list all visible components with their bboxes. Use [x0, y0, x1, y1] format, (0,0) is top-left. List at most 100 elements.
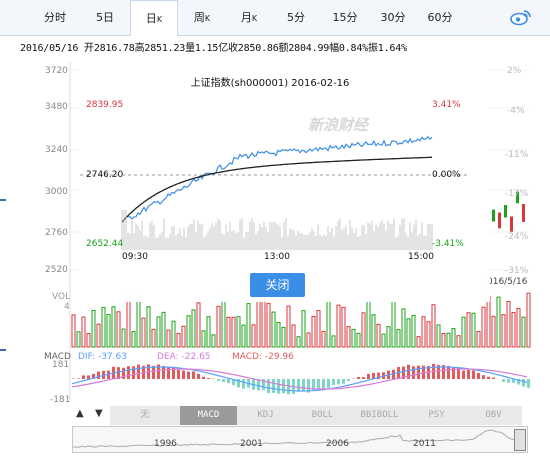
- volume-bar: [376, 323, 381, 348]
- volume-bar: [461, 316, 466, 348]
- volume-bar: [386, 326, 391, 348]
- macd-histogram-bar: [447, 365, 450, 379]
- volume-bar: [456, 335, 461, 348]
- macd-histogram-bar: [257, 379, 260, 391]
- volume-bar: [496, 296, 501, 348]
- volume-bar: [236, 316, 241, 348]
- macd-histogram-bar: [322, 379, 325, 389]
- volume-bar: [396, 329, 401, 348]
- macd-histogram-bar: [207, 378, 210, 379]
- y-tick-3240: 3240: [45, 145, 68, 155]
- indicator-tab-obv[interactable]: OBV: [465, 406, 523, 425]
- volume-bar: [256, 297, 261, 348]
- volume-bar: [146, 306, 151, 348]
- popup-high-pct: 3.41%: [432, 100, 461, 110]
- volume-bar: [206, 316, 211, 348]
- macd-histogram-bar: [342, 379, 345, 384]
- weibo-icon[interactable]: [510, 8, 532, 26]
- volume-bar: [511, 311, 516, 348]
- close-popup-button[interactable]: 关闭: [250, 273, 305, 297]
- indicator-tab-macd[interactable]: MACD: [180, 406, 238, 425]
- volume-bar: [381, 333, 386, 348]
- scroll-right-arrow-icon[interactable]: ▼: [95, 408, 103, 419]
- scroll-left-arrow-icon[interactable]: ▲: [76, 408, 84, 419]
- volume-bar: [466, 312, 471, 348]
- indicator-tab-boll[interactable]: BOLL: [294, 406, 352, 425]
- macd-histogram-bar: [192, 371, 195, 379]
- volume-bar: [526, 292, 531, 348]
- volume-bar: [451, 328, 456, 348]
- macd-histogram-bar: [297, 379, 300, 392]
- volume-bar: [411, 314, 416, 348]
- popup-time-end: 15:00: [408, 252, 434, 262]
- macd-histogram-bar: [262, 379, 265, 391]
- macd-histogram-bar: [272, 379, 275, 393]
- macd-histogram-bar: [337, 379, 340, 385]
- volume-bar: [501, 314, 506, 348]
- y-right-tick-5: -24%: [505, 232, 529, 242]
- macd-histogram-bar: [227, 379, 230, 384]
- tab-5day[interactable]: 5日: [96, 11, 114, 24]
- tab-30min[interactable]: 30分: [380, 11, 406, 24]
- volume-bar: [281, 326, 286, 348]
- tab-60min[interactable]: 60分: [427, 11, 453, 24]
- range-navigator[interactable]: [72, 426, 528, 453]
- macd-histogram-bar: [392, 369, 395, 379]
- volume-bar: [201, 330, 206, 348]
- tab-5min[interactable]: 5分: [287, 11, 305, 24]
- y-right-tick-4: -17%: [505, 189, 529, 199]
- volume-bar: [471, 312, 476, 348]
- tab-monthly-k[interactable]: 月K: [240, 11, 258, 24]
- indicator-tab-bbiboll[interactable]: BBIBOLL: [351, 406, 409, 425]
- macd-histogram-bar: [127, 366, 130, 379]
- tab-daily-k[interactable]: 日K: [130, 0, 178, 36]
- macd-histogram-bar: [152, 365, 155, 379]
- volume-bar: [156, 316, 161, 348]
- intraday-price-chart: [80, 135, 470, 250]
- y-right-tick-2: -4%: [507, 106, 525, 116]
- macd-histogram-bar: [317, 379, 320, 391]
- macd-y-bottom: -181: [50, 395, 71, 405]
- indicator-tab-none[interactable]: 无: [110, 406, 181, 425]
- macd-histogram-bar: [87, 375, 90, 379]
- macd-histogram-bar: [182, 370, 185, 379]
- popup-time-start: 09:30: [122, 252, 148, 262]
- kline-candle: [504, 205, 507, 218]
- macd-histogram-bar: [457, 368, 460, 379]
- volume-bar: [476, 331, 481, 348]
- range-handle[interactable]: [514, 429, 526, 451]
- indicator-tab-psy[interactable]: PSY: [408, 406, 466, 425]
- volume-bar: [371, 314, 376, 348]
- y-tick-3480: 3480: [45, 102, 68, 112]
- indicator-tab-kdj[interactable]: KDJ: [237, 406, 295, 425]
- volume-bar: [436, 324, 441, 348]
- macd-histogram-bar: [362, 377, 365, 379]
- volume-bar: [186, 315, 191, 348]
- tab-weekly-k[interactable]: 周K: [193, 11, 211, 24]
- tab-15min[interactable]: 15分: [332, 11, 358, 24]
- price-line: [121, 135, 433, 224]
- y-tick-2520: 2520: [45, 265, 68, 275]
- tab-intraday[interactable]: 分时: [44, 11, 66, 24]
- volume-bar: [321, 330, 326, 348]
- macd-histogram-bar: [357, 376, 360, 379]
- macd-histogram-bar: [117, 367, 120, 379]
- volume-bar: [91, 309, 96, 348]
- kline-candle: [510, 216, 513, 232]
- volume-bar: [406, 318, 411, 348]
- macd-histogram-bar: [367, 373, 370, 379]
- macd-histogram-bar: [237, 379, 240, 388]
- macd-histogram-bar: [402, 366, 405, 379]
- macd-histogram-bar: [377, 372, 380, 379]
- volume-bar: [141, 317, 146, 348]
- macd-histogram-bar: [462, 370, 465, 379]
- volume-bar: [401, 308, 406, 348]
- volume-bar: [231, 316, 236, 348]
- volume-bar: [491, 315, 496, 348]
- volume-bar: [106, 314, 111, 348]
- macd-histogram-bar: [242, 379, 245, 389]
- macd-histogram-bar: [267, 379, 270, 394]
- macd-histogram-bar: [312, 379, 315, 391]
- volume-bar: [111, 306, 116, 348]
- volume-bar: [151, 328, 156, 348]
